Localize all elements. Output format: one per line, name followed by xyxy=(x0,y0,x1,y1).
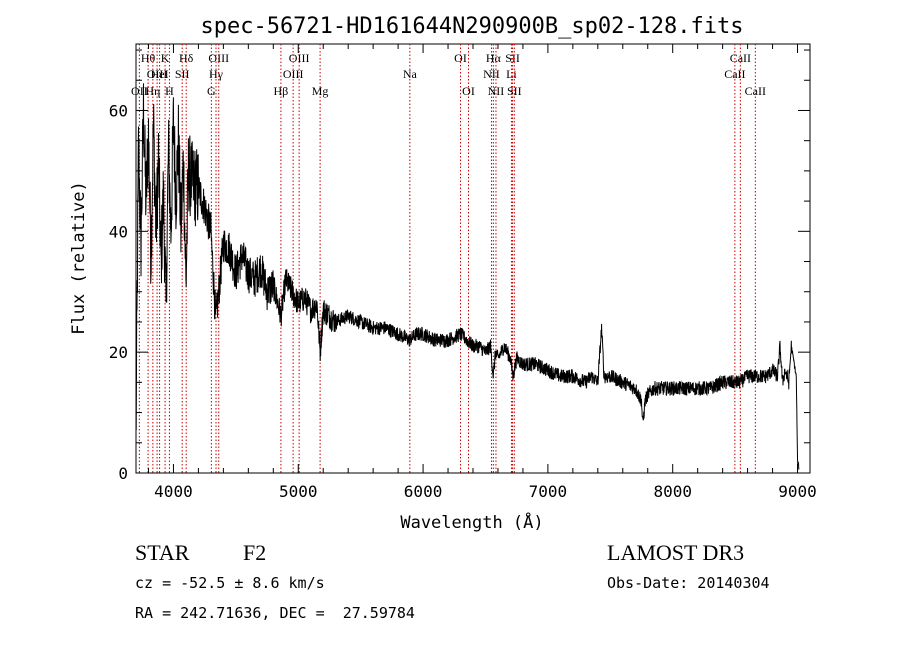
line-label-22: Li xyxy=(506,67,517,81)
line-label-4: HeI xyxy=(151,67,169,81)
emission-line-markers: OIIHθHηOIIIHeIKHSIIHδGHγOIIIHβOIIIOIIIMg… xyxy=(131,44,766,473)
line-label-10: Hγ xyxy=(209,67,224,81)
axis-ticks: 4000 5000 6000 7000 8000 9000 0 20 40 60 xyxy=(109,44,817,501)
line-label-11: OIII xyxy=(208,51,229,65)
line-label-24: SII xyxy=(507,84,522,98)
line-label-5: K xyxy=(161,51,170,65)
line-label-21: NII xyxy=(488,84,505,98)
chart-title: spec-56721-HD161644N290900B_sp02-128.fit… xyxy=(200,14,743,39)
y-tick-label-2: 40 xyxy=(109,222,128,241)
object-subclass: F2 xyxy=(243,540,267,565)
line-label-13: OIII xyxy=(283,67,304,81)
line-label-25: CaII xyxy=(724,67,745,81)
object-type: STAR xyxy=(135,540,190,565)
line-label-26: CaII xyxy=(730,51,751,65)
x-tick-label-1: 5000 xyxy=(279,482,318,501)
redshift-text: cz = -52.5 ± 8.6 km/s xyxy=(135,574,325,592)
line-label-8: Hδ xyxy=(179,51,194,65)
coordinates: RA = 242.71636, DEC = 27.59784 xyxy=(135,604,415,622)
y-axis-label: Flux (relative) xyxy=(69,181,89,335)
x-tick-label-5: 9000 xyxy=(778,482,817,501)
obs-date: Obs-Date: 20140304 xyxy=(607,574,770,592)
line-label-1: Hθ xyxy=(141,51,156,65)
line-label-7: SII xyxy=(175,67,190,81)
spectrum-line xyxy=(135,83,800,470)
survey-name: LAMOST DR3 xyxy=(607,540,745,565)
line-label-19: NII xyxy=(483,67,500,81)
line-label-18: OI xyxy=(462,84,475,98)
line-label-2: Hη xyxy=(145,84,160,98)
line-label-14: OIII xyxy=(289,51,310,65)
x-tick-label-2: 6000 xyxy=(404,482,443,501)
line-label-15: Mg xyxy=(312,84,329,98)
y-tick-label-0: 0 xyxy=(118,464,128,483)
line-label-20: Hα xyxy=(486,51,502,65)
line-label-12: Hβ xyxy=(274,84,289,98)
x-axis-label: Wavelength (Å) xyxy=(400,511,543,533)
y-tick-label-3: 60 xyxy=(109,101,128,120)
line-label-17: OI xyxy=(454,51,467,65)
line-label-23: SII xyxy=(505,51,520,65)
x-tick-label-4: 8000 xyxy=(653,482,692,501)
y-tick-label-1: 20 xyxy=(109,343,128,362)
line-label-3: OIII xyxy=(147,67,168,81)
line-label-16: Na xyxy=(403,67,418,81)
x-tick-label-0: 4000 xyxy=(154,482,193,501)
line-label-6: H xyxy=(165,84,174,98)
line-label-9: G xyxy=(207,84,216,98)
x-tick-label-3: 7000 xyxy=(529,482,568,501)
line-label-27: CaII xyxy=(745,84,766,98)
